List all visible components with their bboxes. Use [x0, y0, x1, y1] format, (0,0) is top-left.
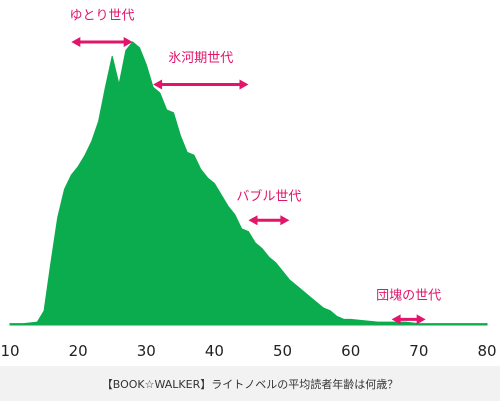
- generation-annotation: 氷河期世代: [153, 51, 249, 90]
- x-tick-label: 40: [205, 342, 224, 360]
- x-tick-label: 70: [409, 342, 428, 360]
- generation-label: ゆとり世代: [69, 8, 134, 23]
- arrow-left-head: [391, 314, 401, 325]
- generation-label: 団塊の世代: [376, 288, 441, 304]
- chart-caption: 【BOOK☆WALKER】ライトノベルの平均読者年齢は何歳？: [101, 377, 399, 391]
- x-tick-label: 10: [0, 342, 19, 360]
- arrow-left-head: [71, 37, 81, 47]
- x-tick-label: 60: [341, 342, 360, 360]
- generation-annotation: バブル世代: [236, 188, 301, 226]
- generation-label: バブル世代: [236, 188, 301, 204]
- x-tick-label: 30: [137, 342, 156, 360]
- caption-bar: 【BOOK☆WALKER】ライトノベルの平均読者年齢は何歳？: [0, 366, 500, 401]
- arrow-left-head: [248, 215, 258, 226]
- generation-label: 氷河期世代: [168, 51, 233, 66]
- arrow-left-head: [153, 79, 163, 90]
- generation-annotation: 団塊の世代: [376, 288, 441, 325]
- generation-annotation: ゆとり世代: [69, 8, 135, 47]
- area-layer: [9, 41, 488, 326]
- plot-area: ゆとり世代氷河期世代バブル世代団塊の世代 10 20 30 40 50 60 70 80: [0, 8, 497, 360]
- age-distribution-area: [9, 41, 488, 326]
- x-tick-label: 50: [273, 342, 292, 360]
- arrow-right-head: [280, 215, 290, 226]
- arrow-right-head: [239, 79, 249, 90]
- arrow-right-head: [123, 37, 133, 47]
- x-axis-ticks: 10 20 30 40 50 60 70 80: [0, 342, 496, 360]
- x-tick-label: 20: [69, 342, 88, 360]
- arrow-right-head: [416, 314, 426, 325]
- x-tick-label: 80: [477, 342, 496, 360]
